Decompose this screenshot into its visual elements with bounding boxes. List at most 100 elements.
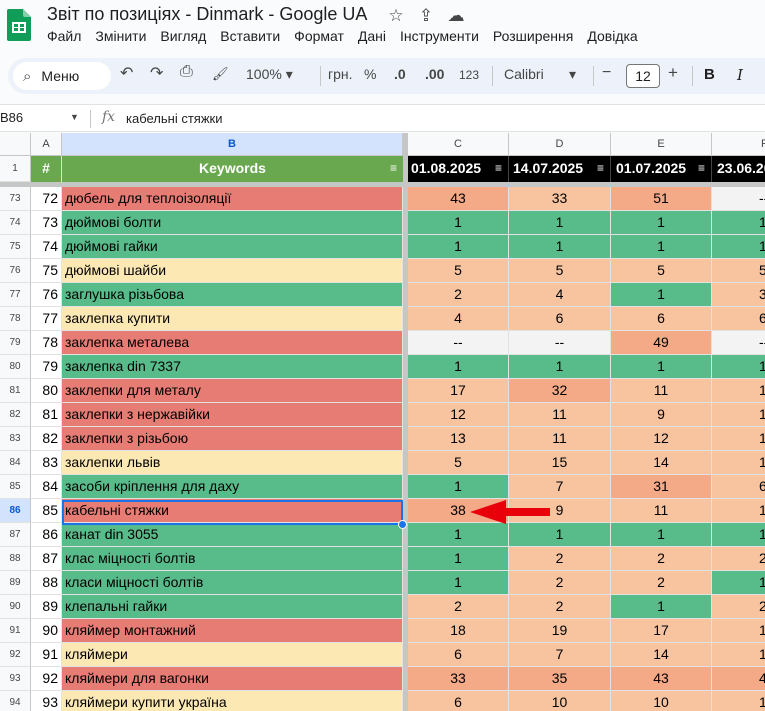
position-cell[interactable]: --: [408, 331, 509, 355]
menu-insert[interactable]: Вставити: [220, 28, 281, 44]
position-cell[interactable]: 11: [712, 427, 765, 451]
keyword-cell[interactable]: заглушка різьбова: [62, 283, 403, 307]
position-cell[interactable]: 49: [611, 331, 712, 355]
position-cell[interactable]: 1: [611, 283, 712, 307]
position-cell[interactable]: 4: [509, 283, 611, 307]
position-cell[interactable]: 10: [509, 691, 611, 711]
index-cell[interactable]: 88: [31, 571, 62, 595]
position-cell[interactable]: 40: [712, 667, 765, 691]
row-header[interactable]: 81: [0, 379, 31, 403]
position-cell[interactable]: 1: [509, 523, 611, 547]
chevron-down-icon[interactable]: ▼: [70, 112, 79, 122]
index-cell[interactable]: 81: [31, 403, 62, 427]
position-cell[interactable]: 6: [712, 475, 765, 499]
menu-tools[interactable]: Інструменти: [400, 28, 479, 44]
position-cell[interactable]: 11: [611, 499, 712, 523]
position-cell[interactable]: 4: [408, 307, 509, 331]
index-cell[interactable]: 74: [31, 235, 62, 259]
paint-format-icon[interactable]: 🖌: [212, 66, 229, 81]
row-header[interactable]: 84: [0, 451, 31, 475]
position-cell[interactable]: 12: [611, 427, 712, 451]
position-cell[interactable]: 1: [408, 235, 509, 259]
position-cell[interactable]: 10: [712, 499, 765, 523]
formula-input[interactable]: кабельні стяжки: [126, 111, 223, 126]
keyword-cell[interactable]: кляймери для вагонки: [62, 667, 403, 691]
position-cell[interactable]: 7: [509, 643, 611, 667]
italic-button[interactable]: I: [737, 66, 743, 84]
index-cell[interactable]: 87: [31, 547, 62, 571]
index-cell[interactable]: 93: [31, 691, 62, 711]
keyword-cell[interactable]: канат din 3055: [62, 523, 403, 547]
position-cell[interactable]: 5: [408, 451, 509, 475]
header-date-f[interactable]: 23.06.2025: [712, 156, 765, 182]
position-cell[interactable]: 15: [712, 451, 765, 475]
index-cell[interactable]: 91: [31, 643, 62, 667]
percent-format-button[interactable]: %: [364, 66, 377, 82]
position-cell[interactable]: 1: [712, 523, 765, 547]
keyword-cell[interactable]: заклепки львів: [62, 451, 403, 475]
position-cell[interactable]: 2: [712, 547, 765, 571]
more-formats-button[interactable]: 123: [459, 68, 480, 82]
position-cell[interactable]: 5: [408, 259, 509, 283]
font-size-decrease-button[interactable]: −: [602, 64, 612, 81]
column-header-f[interactable]: F: [712, 133, 765, 156]
keyword-cell[interactable]: заклепка купити: [62, 307, 403, 331]
keyword-cell[interactable]: кляймери: [62, 643, 403, 667]
index-cell[interactable]: 82: [31, 427, 62, 451]
column-header-a[interactable]: A: [31, 133, 62, 156]
row-header[interactable]: 83: [0, 427, 31, 451]
position-cell[interactable]: 51: [611, 187, 712, 211]
position-cell[interactable]: 5: [611, 259, 712, 283]
row-header[interactable]: 79: [0, 331, 31, 355]
row-header[interactable]: 92: [0, 643, 31, 667]
currency-format-button[interactable]: грн.: [328, 66, 353, 82]
position-cell[interactable]: 6: [408, 691, 509, 711]
position-cell[interactable]: --: [712, 331, 765, 355]
keyword-cell[interactable]: засоби кріплення для даху: [62, 475, 403, 499]
keyword-cell[interactable]: дюймові гайки: [62, 235, 403, 259]
cloud-status-icon[interactable]: ☁: [447, 6, 465, 25]
header-date-e[interactable]: 01.07.2025 ≡: [611, 156, 712, 182]
position-cell[interactable]: 1: [611, 595, 712, 619]
position-cell[interactable]: 14: [611, 643, 712, 667]
position-cell[interactable]: 2: [408, 283, 509, 307]
column-header-d[interactable]: D: [509, 133, 611, 156]
index-cell[interactable]: 79: [31, 355, 62, 379]
row-header[interactable]: 78: [0, 307, 31, 331]
font-family-select[interactable]: Calibri: [504, 66, 544, 82]
menu-extensions[interactable]: Розширення: [492, 28, 574, 44]
menu-help[interactable]: Довідка: [587, 28, 638, 44]
position-cell[interactable]: 11: [611, 379, 712, 403]
index-cell[interactable]: 72: [31, 187, 62, 211]
row-header[interactable]: 74: [0, 211, 31, 235]
font-size-increase-button[interactable]: +: [668, 63, 678, 82]
index-cell[interactable]: 83: [31, 451, 62, 475]
position-cell[interactable]: 31: [611, 475, 712, 499]
print-icon[interactable]: ⎙: [180, 63, 193, 80]
position-cell[interactable]: 33: [509, 187, 611, 211]
position-cell[interactable]: 2: [509, 571, 611, 595]
position-cell[interactable]: 13: [408, 427, 509, 451]
position-cell[interactable]: 11: [712, 403, 765, 427]
menu-format[interactable]: Формат: [294, 28, 344, 44]
header-keywords[interactable]: Keywords ≡: [62, 156, 403, 182]
index-cell[interactable]: 80: [31, 379, 62, 403]
move-to-drive-icon[interactable]: ⇪: [418, 6, 434, 25]
position-cell[interactable]: 1: [611, 235, 712, 259]
position-cell[interactable]: 2: [509, 595, 611, 619]
position-cell[interactable]: --: [712, 187, 765, 211]
position-cell[interactable]: 6: [408, 643, 509, 667]
row-header[interactable]: 77: [0, 283, 31, 307]
column-header-e[interactable]: E: [611, 133, 712, 156]
position-cell[interactable]: 10: [611, 691, 712, 711]
index-cell[interactable]: 86: [31, 523, 62, 547]
keyword-cell[interactable]: кляймер монтажний: [62, 619, 403, 643]
index-cell[interactable]: 90: [31, 619, 62, 643]
menu-data[interactable]: Дані: [357, 28, 387, 44]
position-cell[interactable]: 3: [712, 283, 765, 307]
position-cell[interactable]: 1: [712, 235, 765, 259]
keyword-cell[interactable]: заклепки з різьбою: [62, 427, 403, 451]
index-cell[interactable]: 76: [31, 283, 62, 307]
star-icon[interactable]: ☆: [388, 6, 404, 25]
position-cell[interactable]: 5: [712, 259, 765, 283]
